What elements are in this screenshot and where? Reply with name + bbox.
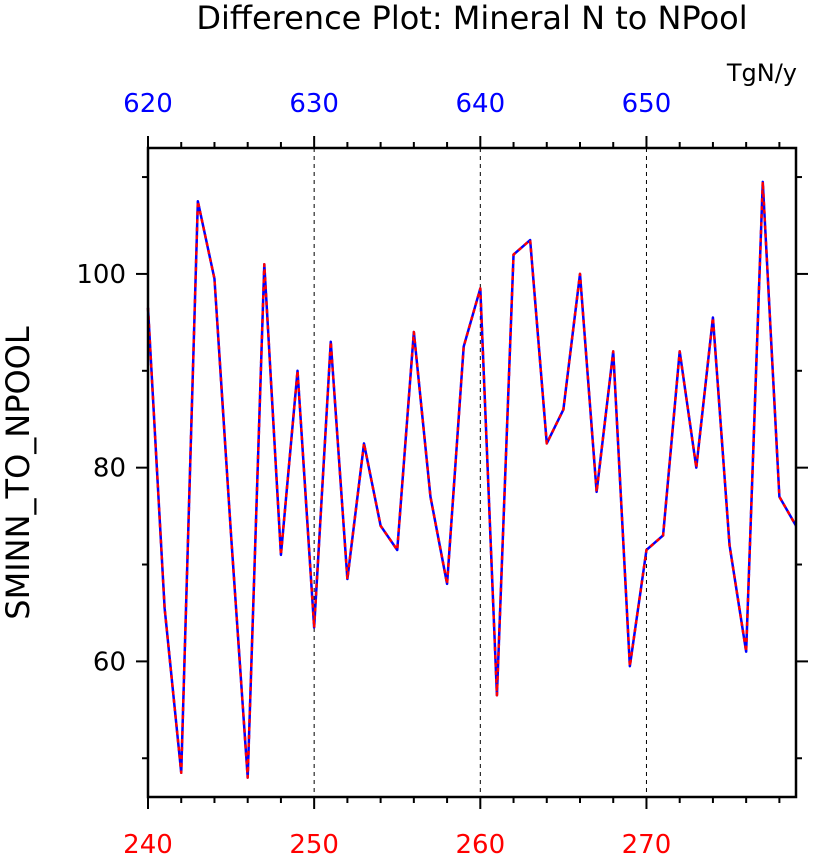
x-bottom-tick-label: 240 [123, 830, 173, 858]
tick-labels: 60 80 100 240 250 260 270 620 630 640 650 [76, 89, 671, 858]
y-tick-label: 80 [93, 454, 126, 484]
series-lines [146, 180, 798, 779]
x-bottom-tick-label: 260 [455, 830, 505, 858]
axis-ticks [136, 136, 808, 809]
x-top-tick-label: 650 [622, 89, 672, 119]
y-axis-label: SMINN_TO_NPOOL [0, 326, 37, 620]
x-top-tick-label: 640 [455, 89, 505, 119]
series-line-b [146, 180, 798, 779]
x-bottom-tick-label: 270 [622, 830, 672, 858]
y-tick-label: 100 [76, 260, 126, 290]
x-top-tick-label: 620 [123, 89, 173, 119]
plot-frame [146, 146, 798, 799]
y-tick-label: 60 [93, 647, 126, 677]
x-top-tick-label: 630 [289, 89, 339, 119]
units-label: TgN/y [726, 59, 797, 87]
x-bottom-tick-label: 250 [289, 830, 339, 858]
chart-title: Difference Plot: Mineral N to NPool [196, 0, 747, 37]
series-line-a [146, 180, 798, 779]
grid-lines [313, 148, 647, 797]
